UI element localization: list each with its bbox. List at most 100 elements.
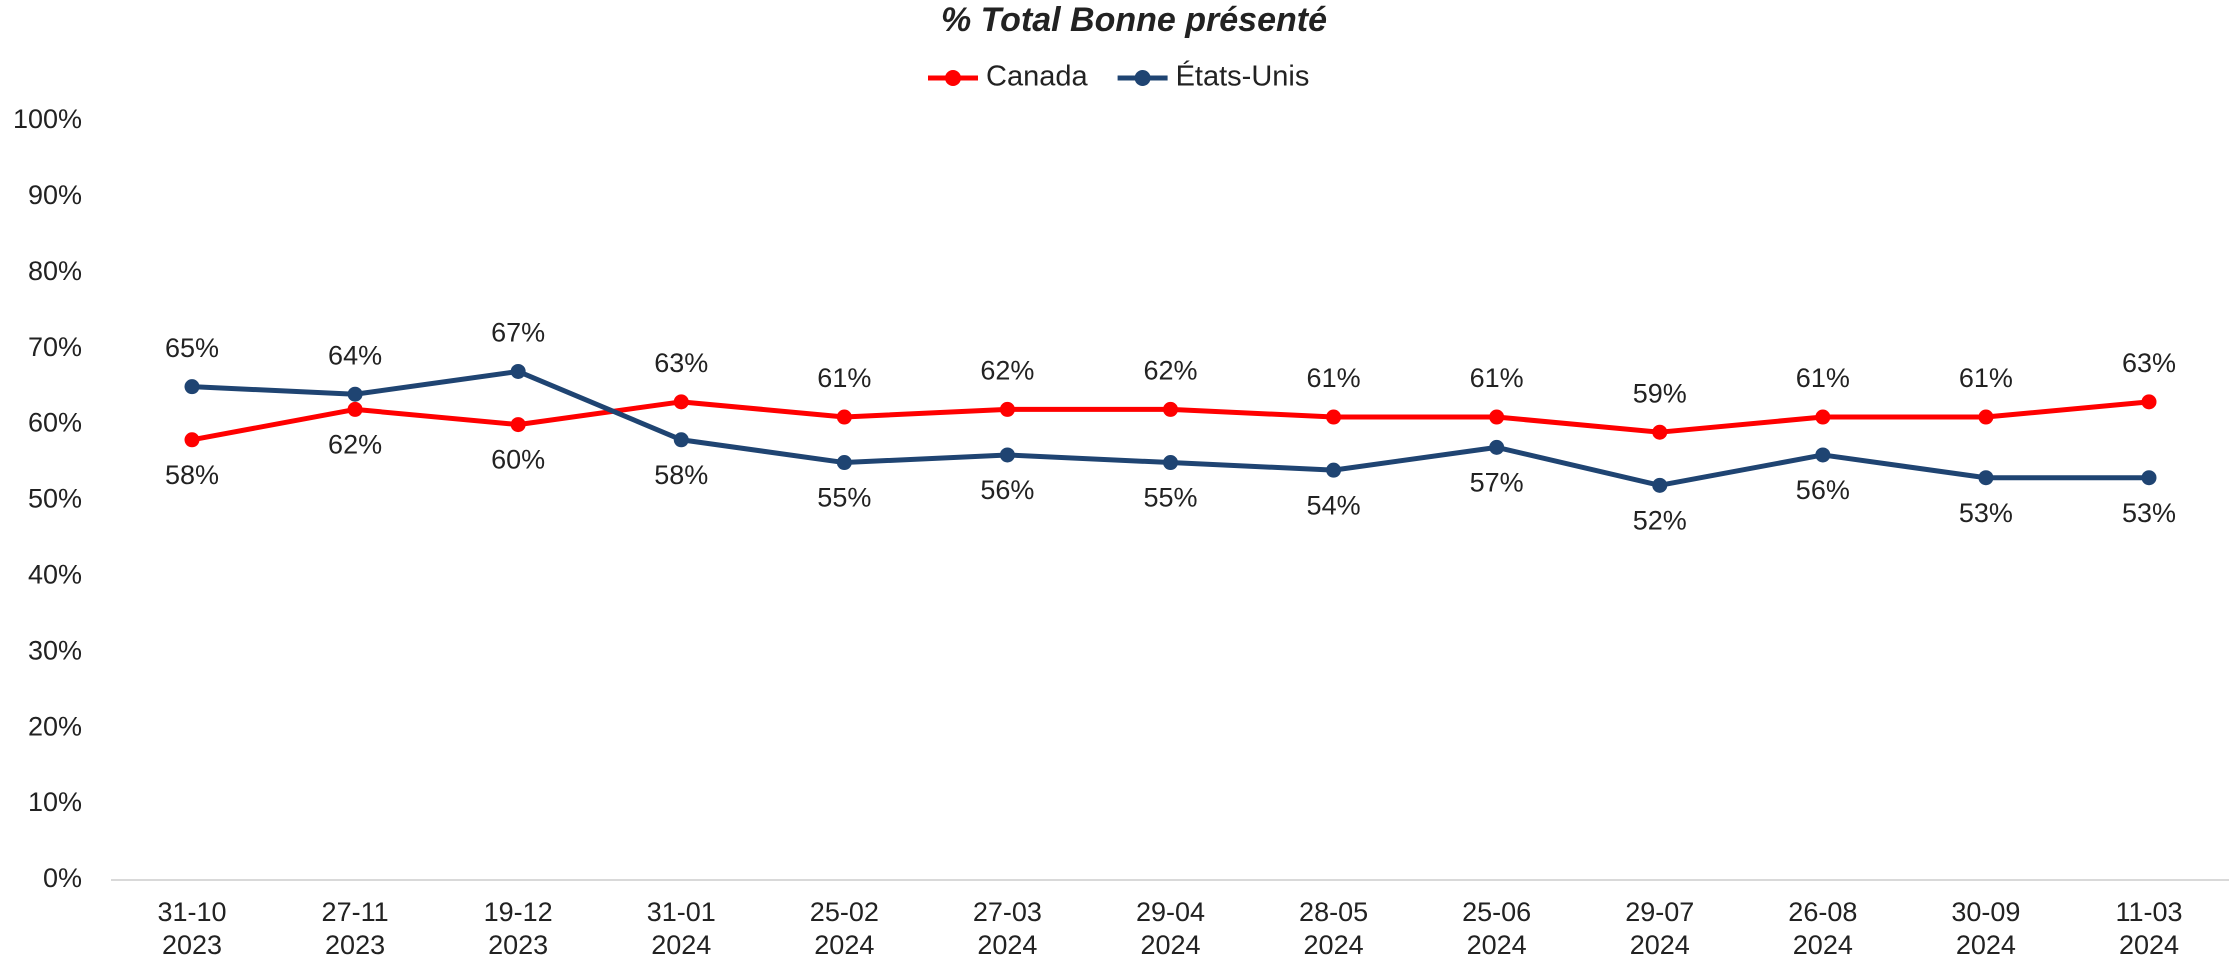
- legend-label: États-Unis: [1176, 60, 1310, 93]
- x-tick-label: 31-10 2023: [157, 897, 226, 960]
- data-label: 61%: [1307, 363, 1361, 393]
- x-tick-label: 31-01 2024: [647, 897, 716, 960]
- x-tick-line: 2024: [1140, 930, 1200, 960]
- x-tick-label: 28-05 2024: [1299, 897, 1368, 960]
- x-tick-line: 2024: [1304, 930, 1364, 960]
- x-tick-line: 2024: [977, 930, 1037, 960]
- x-tick-line: 31-01: [647, 897, 716, 927]
- x-tick-line: 30-09: [1951, 897, 2020, 927]
- y-tick-label: 100%: [13, 104, 82, 134]
- data-label: 62%: [328, 430, 382, 460]
- data-point: [1489, 409, 1505, 425]
- data-point: [1815, 409, 1831, 425]
- x-tick-line: 27-03: [973, 897, 1042, 927]
- data-point: [1652, 424, 1668, 440]
- x-tick-line: 25-06: [1462, 897, 1531, 927]
- data-label: 58%: [165, 460, 219, 490]
- y-tick-label: 70%: [28, 332, 82, 362]
- data-point: [673, 432, 689, 448]
- data-label: 53%: [1959, 498, 2013, 528]
- y-tick-label: 0%: [43, 863, 82, 893]
- x-tick-line: 2023: [488, 930, 548, 960]
- y-tick-label: 80%: [28, 256, 82, 286]
- data-point: [836, 455, 852, 471]
- y-tick-label: 90%: [28, 180, 82, 210]
- x-tick-label: 25-02 2024: [810, 897, 879, 960]
- data-label: 56%: [980, 475, 1034, 505]
- x-tick-line: 26-08: [1788, 897, 1857, 927]
- data-point: [1978, 409, 1994, 425]
- data-point: [1652, 477, 1668, 493]
- y-tick-label: 10%: [28, 787, 82, 817]
- data-point: [673, 394, 689, 410]
- data-point: [184, 432, 200, 448]
- data-label: 53%: [2122, 498, 2176, 528]
- data-point: [510, 417, 526, 433]
- y-tick-label: 50%: [28, 484, 82, 514]
- data-point: [2141, 470, 2157, 486]
- data-label: 54%: [1307, 490, 1361, 520]
- data-label: 63%: [654, 348, 708, 378]
- data-point: [184, 379, 200, 395]
- data-label: 64%: [328, 340, 382, 370]
- data-point: [999, 401, 1015, 417]
- data-label: 67%: [491, 318, 545, 348]
- data-label: 58%: [654, 460, 708, 490]
- legend-marker: [945, 70, 961, 86]
- data-point: [1163, 401, 1178, 417]
- x-tick-line: 27-11: [322, 897, 389, 927]
- data-label: 62%: [980, 356, 1034, 386]
- data-point: [347, 401, 363, 417]
- data-point: [347, 386, 363, 402]
- data-label: 56%: [1796, 475, 1850, 505]
- data-point: [1489, 439, 1505, 455]
- x-tick-label: 27-03 2024: [973, 897, 1042, 960]
- data-label: 63%: [2122, 348, 2176, 378]
- data-point: [1326, 409, 1342, 425]
- data-point: [1815, 447, 1831, 463]
- x-tick-label: 29-07 2024: [1625, 897, 1694, 960]
- x-tick-line: 25-02: [810, 897, 879, 927]
- data-point: [836, 409, 852, 425]
- x-tick-line: 29-04: [1136, 897, 1205, 927]
- data-point: [1163, 455, 1178, 471]
- x-tick-label: 26-08 2024: [1788, 897, 1857, 960]
- x-tick-line: 19-12: [484, 897, 553, 927]
- x-tick-label: 29-04 2024: [1136, 897, 1205, 960]
- data-label: 59%: [1633, 378, 1687, 408]
- data-label: 65%: [165, 333, 219, 363]
- data-label: 55%: [1143, 483, 1197, 513]
- x-tick-label: 25-06 2024: [1462, 897, 1531, 960]
- data-label: 55%: [817, 483, 871, 513]
- legend-label: Canada: [986, 61, 1088, 93]
- data-label: 52%: [1633, 505, 1687, 535]
- legend-marker: [1134, 70, 1151, 86]
- y-tick-label: 60%: [28, 408, 82, 438]
- x-tick-line: 2024: [814, 930, 874, 960]
- x-tick-line: 2023: [162, 930, 222, 960]
- chart-title: % Total Bonne présenté: [941, 1, 1327, 39]
- data-point: [510, 363, 526, 379]
- data-label: 57%: [1470, 467, 1524, 497]
- y-tick-label: 40%: [28, 560, 82, 590]
- x-tick-line: 2023: [325, 930, 385, 960]
- data-label: 61%: [1796, 363, 1850, 393]
- x-tick-line: 11-03: [2115, 897, 2182, 927]
- data-point: [2141, 394, 2157, 410]
- x-tick-label: 19-12 2023: [484, 897, 553, 960]
- x-tick-line: 2024: [1467, 930, 1527, 960]
- x-tick-line: 2024: [2119, 930, 2179, 960]
- y-tick-label: 30%: [28, 635, 82, 665]
- x-tick-label: 30-09 2024: [1951, 897, 2020, 960]
- data-label: 61%: [817, 363, 871, 393]
- x-tick-line: 2024: [1630, 930, 1690, 960]
- data-label: 62%: [1143, 356, 1197, 386]
- x-tick-line: 2024: [1793, 930, 1853, 960]
- data-label: 61%: [1959, 363, 2013, 393]
- x-tick-label: 27-11 2023: [322, 897, 389, 960]
- x-tick-line: 28-05: [1299, 897, 1368, 927]
- data-point: [1978, 470, 1994, 486]
- x-tick-line: 31-10: [157, 897, 226, 927]
